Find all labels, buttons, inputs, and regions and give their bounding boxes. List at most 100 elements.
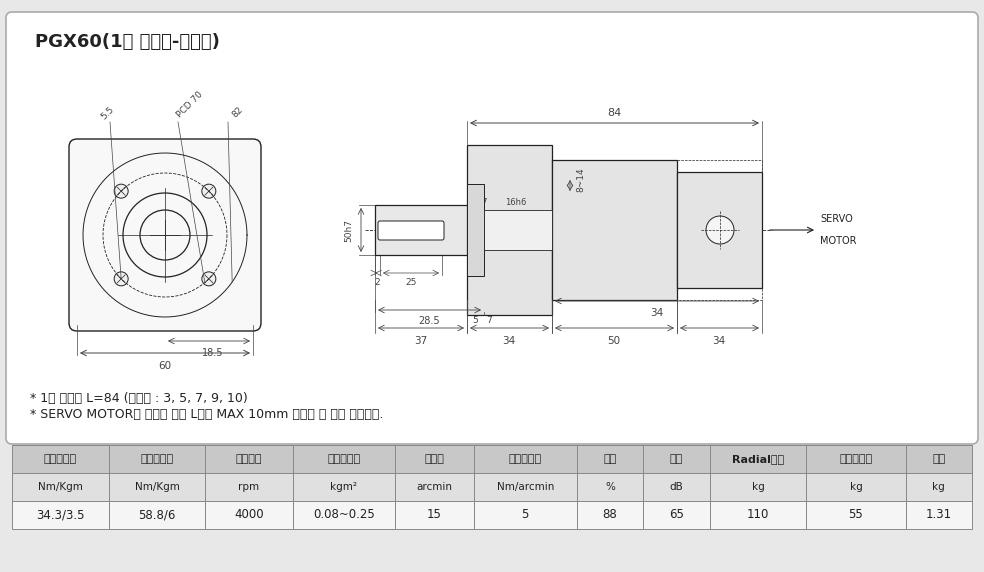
- Bar: [905, 501, 972, 529]
- Bar: [396, 473, 474, 501]
- Bar: [484, 210, 552, 250]
- Text: kgm²: kgm²: [331, 482, 357, 492]
- Text: 5.5: 5.5: [99, 105, 116, 121]
- Circle shape: [114, 184, 128, 198]
- Text: 무게: 무게: [932, 454, 946, 464]
- Bar: [396, 445, 474, 473]
- Text: * 1단 감속기 L=84 (감속비 : 3, 5, 7, 9, 10): * 1단 감속기 L=84 (감속비 : 3, 5, 7, 9, 10): [30, 391, 248, 404]
- Text: 58.8/6: 58.8/6: [139, 509, 176, 522]
- Text: dB: dB: [669, 482, 683, 492]
- Text: 82: 82: [231, 105, 245, 119]
- Text: MOTOR: MOTOR: [820, 236, 856, 246]
- Bar: [375, 205, 467, 255]
- Bar: [108, 445, 206, 473]
- Text: 28.5: 28.5: [418, 316, 440, 326]
- Bar: [12, 445, 108, 473]
- Bar: [467, 145, 552, 315]
- Text: 17: 17: [477, 198, 489, 207]
- Text: 순간토오크: 순간토오크: [141, 454, 173, 464]
- Text: 관성모멘트: 관성모멘트: [328, 454, 360, 464]
- Text: 88: 88: [602, 509, 617, 522]
- Bar: [644, 473, 709, 501]
- Bar: [644, 445, 709, 473]
- Text: 1.31: 1.31: [926, 509, 952, 522]
- Text: 84: 84: [607, 108, 621, 118]
- FancyBboxPatch shape: [69, 139, 261, 331]
- Text: 25: 25: [405, 278, 416, 287]
- Text: kg: kg: [752, 482, 765, 492]
- Bar: [467, 184, 484, 276]
- Bar: [206, 473, 292, 501]
- Text: 백레시: 백레시: [425, 454, 445, 464]
- Bar: [108, 473, 206, 501]
- Bar: [12, 473, 108, 501]
- Bar: [292, 501, 396, 529]
- Text: 34.3/3.5: 34.3/3.5: [36, 509, 85, 522]
- Text: 16h6: 16h6: [506, 198, 526, 207]
- Bar: [905, 445, 972, 473]
- Bar: [577, 445, 644, 473]
- Text: PGX60(1단 감속기-일반형): PGX60(1단 감속기-일반형): [35, 33, 219, 51]
- FancyBboxPatch shape: [6, 12, 978, 444]
- Text: 18.5: 18.5: [203, 348, 223, 358]
- Bar: [474, 501, 577, 529]
- Text: Nm/Kgm: Nm/Kgm: [135, 482, 179, 492]
- Text: 정격토오크: 정격토오크: [44, 454, 77, 464]
- Text: 55: 55: [848, 509, 863, 522]
- Text: 소음: 소음: [670, 454, 683, 464]
- Bar: [644, 501, 709, 529]
- Bar: [206, 501, 292, 529]
- Circle shape: [202, 184, 215, 198]
- Text: 60: 60: [158, 361, 171, 371]
- Text: 정격입력: 정격입력: [236, 454, 262, 464]
- Text: 8~14: 8~14: [576, 168, 585, 192]
- Text: Radial부하: Radial부하: [732, 454, 784, 464]
- Text: 0.08~0.25: 0.08~0.25: [313, 509, 375, 522]
- Text: 37: 37: [414, 336, 428, 346]
- Text: 2: 2: [374, 278, 380, 287]
- Bar: [709, 445, 806, 473]
- Text: 65: 65: [669, 509, 684, 522]
- Bar: [552, 160, 677, 300]
- Circle shape: [202, 272, 215, 286]
- Text: 34: 34: [650, 308, 663, 318]
- Bar: [474, 445, 577, 473]
- Bar: [677, 172, 762, 288]
- Bar: [577, 473, 644, 501]
- Text: 110: 110: [747, 509, 769, 522]
- Text: 5: 5: [472, 316, 478, 325]
- Text: 축방향부하: 축방향부하: [839, 454, 873, 464]
- Bar: [108, 501, 206, 529]
- Text: 50h7: 50h7: [344, 219, 353, 241]
- Text: Nm/arcmin: Nm/arcmin: [497, 482, 554, 492]
- Text: 효율: 효율: [603, 454, 617, 464]
- Text: kg: kg: [849, 482, 862, 492]
- Circle shape: [706, 216, 734, 244]
- Text: arcmin: arcmin: [416, 482, 453, 492]
- Bar: [206, 445, 292, 473]
- Bar: [292, 445, 396, 473]
- Text: Nm/Kgm: Nm/Kgm: [38, 482, 83, 492]
- Text: rpm: rpm: [238, 482, 260, 492]
- Text: %: %: [605, 482, 615, 492]
- Text: PCD 70: PCD 70: [175, 89, 205, 119]
- Bar: [12, 501, 108, 529]
- Text: 5: 5: [522, 509, 529, 522]
- Bar: [905, 473, 972, 501]
- Bar: [474, 473, 577, 501]
- Text: 7: 7: [486, 316, 492, 325]
- Text: 15: 15: [427, 509, 442, 522]
- Text: 34: 34: [503, 336, 516, 346]
- Text: 4000: 4000: [234, 509, 264, 522]
- Bar: [806, 473, 905, 501]
- Bar: [709, 473, 806, 501]
- Text: 34: 34: [712, 336, 725, 346]
- Bar: [396, 501, 474, 529]
- Bar: [806, 445, 905, 473]
- Text: kg: kg: [933, 482, 945, 492]
- Bar: [806, 501, 905, 529]
- Text: SERVO: SERVO: [820, 214, 853, 224]
- Text: 비틀림강도: 비틀림강도: [509, 454, 542, 464]
- Text: 50: 50: [607, 336, 621, 346]
- Bar: [292, 473, 396, 501]
